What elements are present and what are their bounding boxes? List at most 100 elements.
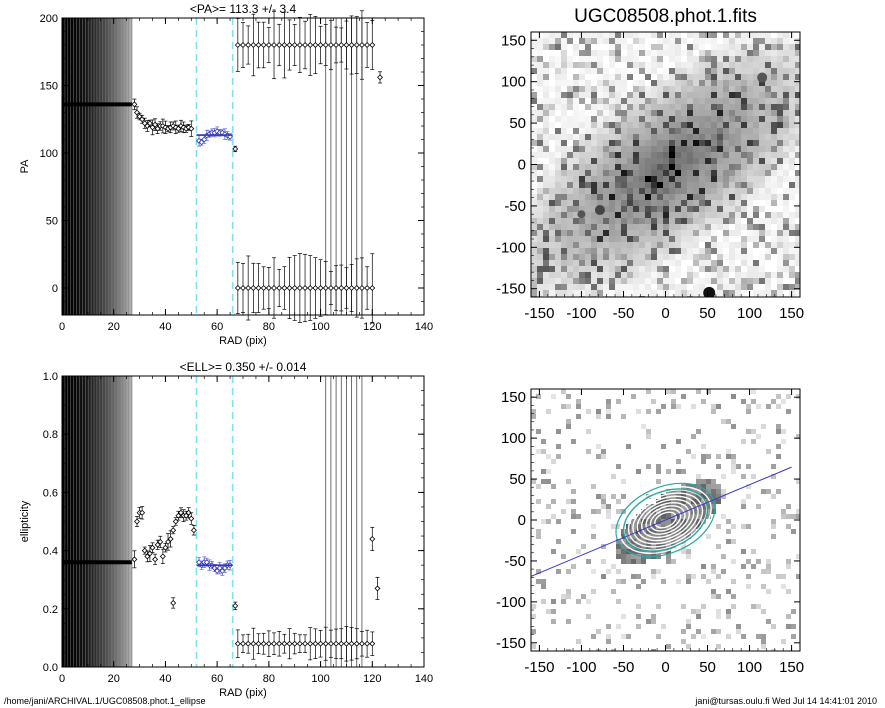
data-point (358, 285, 365, 291)
image-pixel (771, 524, 776, 529)
image-pixel (633, 266, 639, 272)
image-pixel (585, 248, 591, 254)
image-pixel (561, 200, 567, 206)
image-pixel (645, 194, 651, 200)
image-pixel (693, 122, 699, 128)
y-tick-label: -150 (496, 635, 526, 652)
image-pixel (645, 104, 651, 110)
image-pixel (646, 389, 651, 394)
image-pixel (567, 176, 573, 182)
image-pixel (669, 272, 675, 278)
image-pixel (566, 589, 571, 594)
image-pixel (549, 248, 555, 254)
image-pixel (585, 182, 591, 188)
image-pixel (777, 284, 783, 290)
image-pixel (783, 110, 789, 116)
image-pixel (699, 176, 705, 182)
image-pixel (561, 254, 567, 260)
data-point (296, 285, 303, 291)
image-pixel (645, 50, 651, 56)
image-pixel (663, 104, 669, 110)
image-pixel (721, 494, 726, 499)
image-pixel (783, 194, 789, 200)
image-pixel (641, 534, 646, 539)
image-pixel (669, 116, 675, 122)
image-pixel (691, 519, 696, 524)
image-pixel (747, 170, 753, 176)
image-pixel (531, 110, 537, 116)
image-pixel (741, 194, 747, 200)
image-pixel (636, 539, 641, 544)
image-pixel (567, 146, 573, 152)
image-pixel (531, 604, 536, 609)
image-pixel (777, 92, 783, 98)
image-pixel (781, 574, 786, 579)
data-point (271, 42, 277, 48)
image-pixel (549, 266, 555, 272)
image-pixel (543, 284, 549, 290)
image-pixel (781, 429, 786, 434)
image-pixel (691, 484, 696, 489)
image-pixel (651, 194, 657, 200)
data-point (369, 640, 376, 647)
image-pixel (537, 188, 543, 194)
image-pixel (603, 80, 609, 86)
image-pixel (693, 170, 699, 176)
image-pixel (675, 164, 681, 170)
image-pixel (663, 110, 669, 116)
image-pixel (597, 122, 603, 128)
image-pixel (681, 242, 687, 248)
shade-band (99, 376, 104, 667)
image-pixel (651, 62, 657, 68)
data-point (245, 42, 252, 48)
image-pixel (736, 464, 741, 469)
data-point (353, 285, 360, 291)
data-point (240, 640, 246, 647)
image-pixel (726, 634, 731, 639)
image-pixel (586, 449, 591, 454)
image-pixel (741, 212, 747, 218)
shade-band (111, 376, 115, 667)
image-pixel (633, 260, 639, 266)
image-pixel (771, 242, 777, 248)
image-pixel (723, 218, 729, 224)
image-pixel (567, 104, 573, 110)
image-pixel (657, 104, 663, 110)
image-pixel (789, 38, 795, 44)
image-pixel (699, 134, 705, 140)
image-pixel (735, 212, 741, 218)
image-pixel (561, 158, 567, 164)
image-pixel (621, 170, 627, 176)
image-pixel (661, 494, 666, 499)
image-pixel (597, 170, 603, 176)
image-pixel (669, 92, 675, 98)
image-pixel (699, 44, 705, 50)
image-pixel (657, 98, 663, 104)
image-pixel (747, 122, 753, 128)
image-pixel (705, 206, 711, 212)
image-pixel (676, 439, 681, 444)
image-pixel (579, 230, 585, 236)
image-pixel (621, 206, 627, 212)
image-pixel (789, 284, 795, 290)
image-pixel (651, 110, 657, 116)
image-pixel (671, 404, 676, 409)
image-pixel (579, 242, 585, 248)
image-pixel (576, 549, 581, 554)
image-pixel (795, 230, 800, 236)
image-pixel (555, 158, 561, 164)
image-pixel (711, 278, 717, 284)
image-pixel (641, 509, 646, 514)
image-pixel (747, 80, 753, 86)
image-pixel (609, 212, 615, 218)
image-pixel (609, 224, 615, 230)
image-pixel (771, 122, 777, 128)
image-pixel (603, 32, 609, 38)
x-tick-label: 120 (363, 321, 381, 333)
image-pixel (537, 218, 543, 224)
image-pixel (729, 62, 735, 68)
image-pixel (723, 188, 729, 194)
image-pixel (741, 206, 747, 212)
image-pixel (789, 164, 795, 170)
image-pixel (549, 86, 555, 92)
